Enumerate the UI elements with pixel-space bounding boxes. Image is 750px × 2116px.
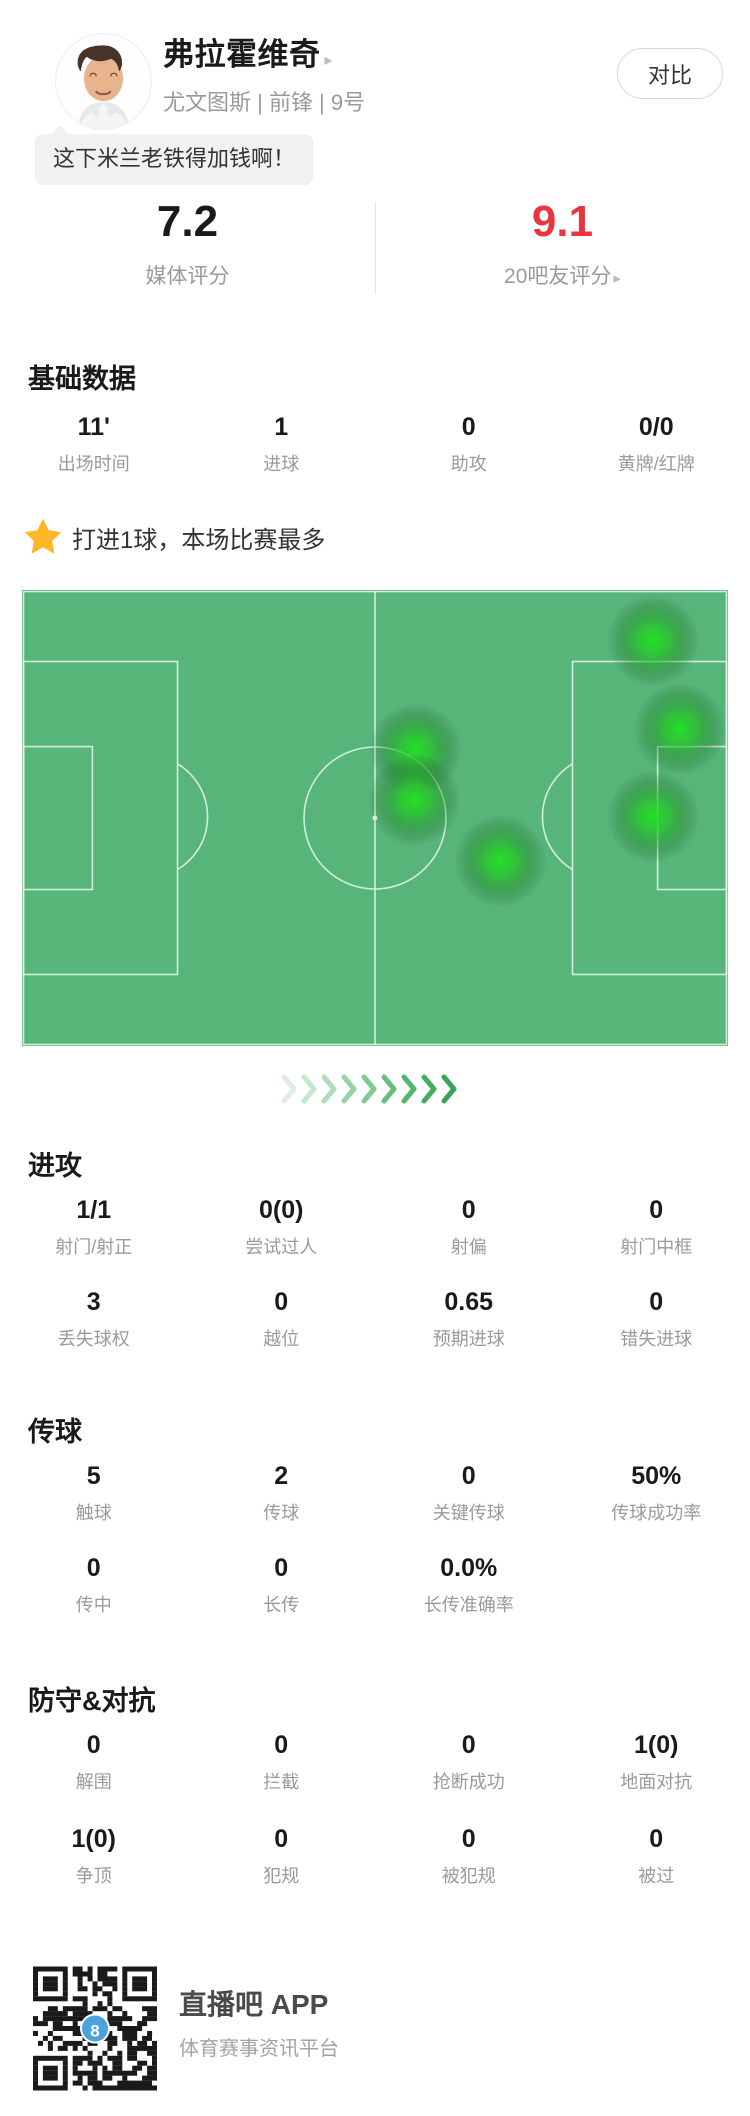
svg-text:8: 8 — [90, 2022, 99, 2041]
